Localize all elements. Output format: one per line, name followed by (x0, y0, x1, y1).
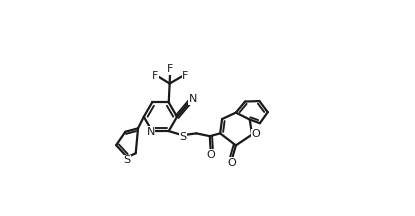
Text: F: F (182, 71, 188, 81)
Text: N: N (189, 94, 198, 104)
Text: F: F (152, 71, 158, 81)
Text: O: O (251, 129, 260, 139)
Text: S: S (123, 155, 130, 165)
Text: O: O (206, 150, 215, 160)
Text: S: S (179, 132, 187, 142)
Text: N: N (146, 127, 155, 137)
Text: F: F (167, 64, 173, 75)
Text: O: O (227, 158, 236, 168)
